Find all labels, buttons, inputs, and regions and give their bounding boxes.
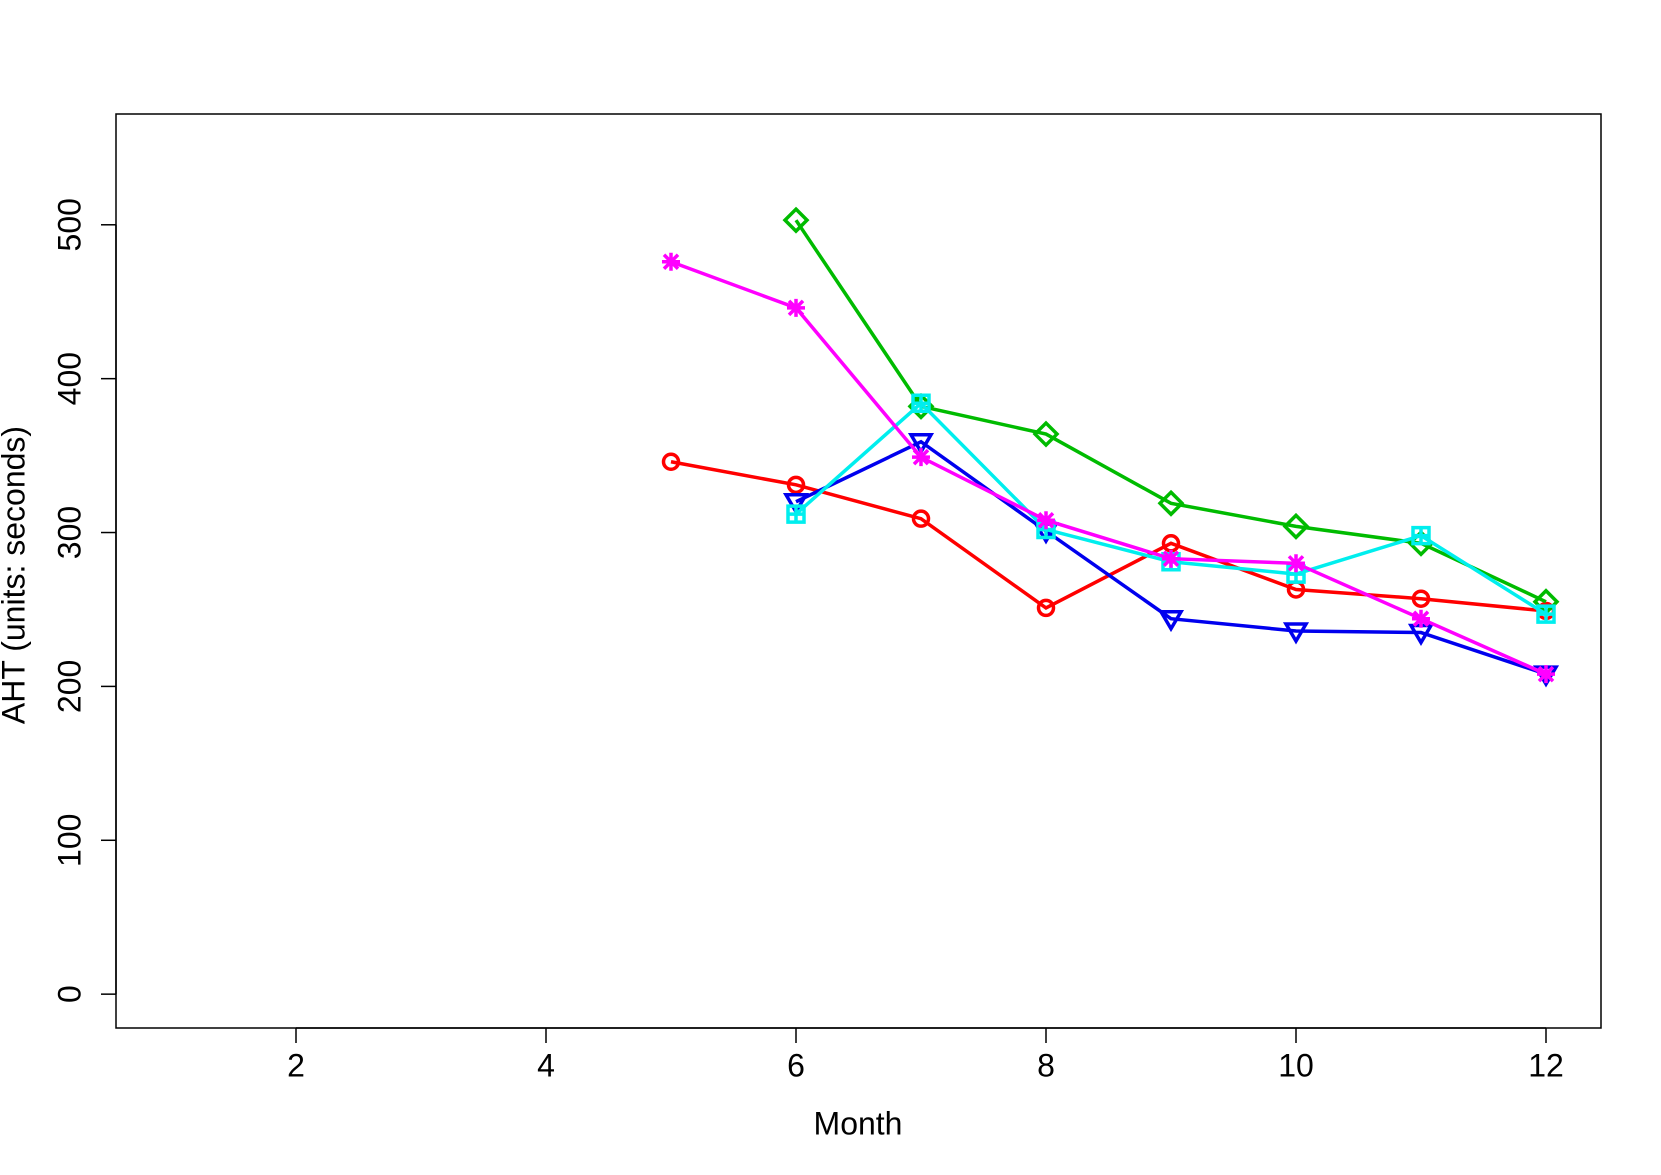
marker (1412, 609, 1430, 628)
marker (1032, 420, 1060, 448)
y-tick-label: 0 (51, 985, 87, 1003)
marker (786, 475, 806, 495)
y-axis-label: AHT (units: seconds) (0, 426, 31, 724)
series-line (794, 400, 1547, 616)
marker (1162, 549, 1180, 568)
series-line (670, 260, 1547, 676)
marker (1537, 665, 1555, 684)
marker (782, 493, 810, 516)
marker (1036, 598, 1056, 618)
marker (1282, 622, 1310, 645)
marker (1157, 489, 1185, 517)
y-tick-label: 400 (51, 352, 87, 405)
y-tick-label: 300 (51, 506, 87, 559)
marker (661, 452, 681, 472)
plot-frame (115, 113, 1602, 1029)
marker (1157, 609, 1185, 633)
y-tick-label: 200 (51, 660, 87, 713)
x-tick-label: 10 (1278, 1047, 1314, 1083)
marker (662, 252, 680, 271)
marker (1287, 554, 1305, 573)
marker (1037, 511, 1055, 530)
marker (782, 206, 810, 234)
marker (786, 504, 806, 524)
marker (1282, 512, 1310, 540)
marker (1536, 604, 1556, 624)
marker (1411, 525, 1431, 546)
marker (911, 393, 931, 414)
marker (907, 432, 935, 456)
marker (787, 298, 805, 317)
marker (911, 509, 931, 528)
y-tick-label: 100 (51, 814, 87, 867)
x-tick-label: 6 (787, 1047, 805, 1083)
x-tick-label: 12 (1528, 1047, 1564, 1083)
x-axis-label: Month (814, 1105, 903, 1141)
y-tick-label: 500 (51, 198, 87, 251)
x-tick-label: 8 (1037, 1047, 1055, 1083)
x-tick-label: 2 (287, 1047, 305, 1083)
marker (912, 448, 930, 467)
x-tick-label: 4 (537, 1047, 555, 1083)
marker (1411, 589, 1431, 608)
series-line (795, 439, 1547, 676)
